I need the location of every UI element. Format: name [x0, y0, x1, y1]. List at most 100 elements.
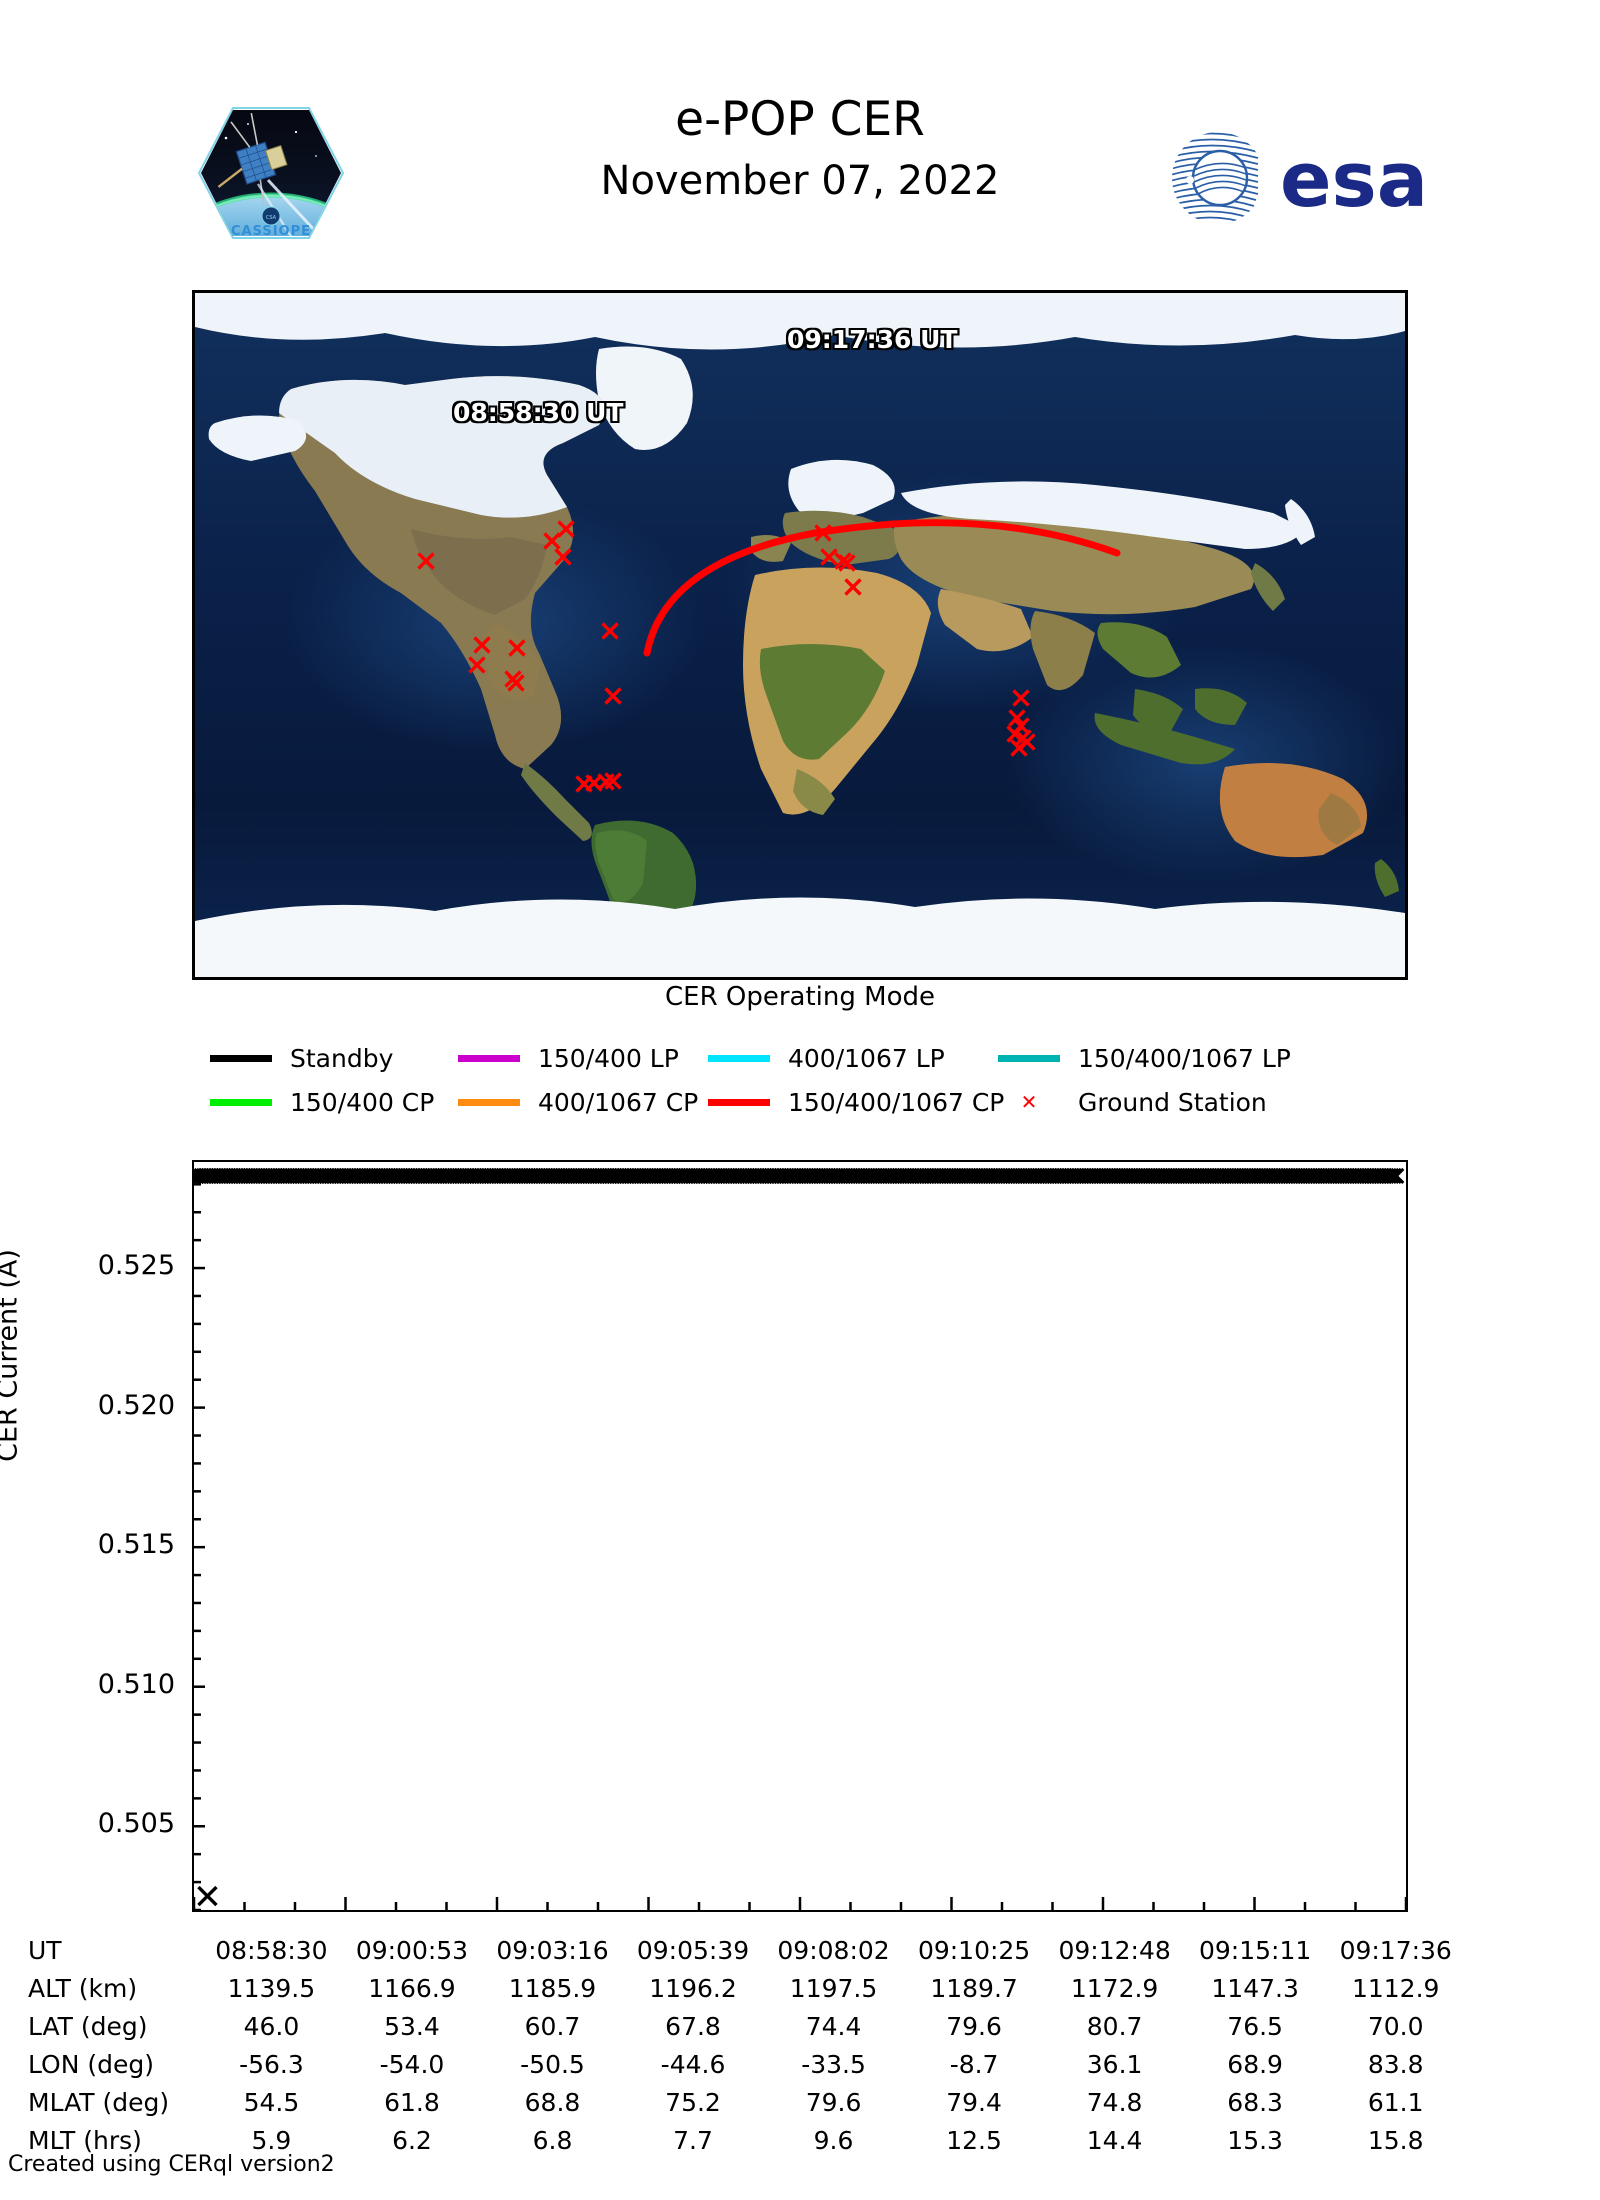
legend-item[interactable]: 150/400/1067 LP	[998, 1044, 1291, 1073]
table-cell: 9.6	[813, 2126, 854, 2155]
table-cell: 08:58:30	[215, 1936, 328, 1965]
legend-color-swatch	[458, 1098, 520, 1106]
legend: Standby 150/400 LP 400/1067 LP 150/400/1067…	[210, 1036, 1410, 1124]
table-cell: 1196.2	[649, 1974, 737, 2003]
table-cell: 70.0	[1367, 2012, 1424, 2041]
legend-item-label: 150/400/1067 LP	[1078, 1043, 1291, 1073]
legend-row: 150/400 CP 400/1067 CP 150/400/1067 CP ✕ Gro…	[210, 1080, 1410, 1124]
table-cell: 36.1	[1086, 2050, 1143, 2079]
y-axis-label: CER Current (A)	[0, 1249, 24, 1462]
table-cell: 09:05:39	[636, 1936, 750, 1965]
table-row-header: MLT (hrs)	[28, 2126, 142, 2155]
table-row-header: ALT (km)	[28, 1974, 138, 2003]
legend-item-label: Ground Station	[1078, 1087, 1267, 1117]
table-cell: 09:15:11	[1199, 1936, 1312, 1965]
table-row: UT 08:58:30 09:00:53 09:03:16 09:05:39 09:08:…	[26, 1932, 1466, 1970]
table-cell: 68.8	[524, 2088, 581, 2117]
table-row: LAT (deg) 46.0 53.4 60.7 67.8 74.4 79.6 80.7 76.…	[26, 2008, 1466, 2046]
legend-color-swatch	[210, 1098, 272, 1106]
map-end-time-label: 09:17:36 UT	[787, 325, 958, 354]
legend-row: Standby 150/400 LP 400/1067 LP 150/400/1067…	[210, 1036, 1410, 1080]
table-cell: 80.7	[1086, 2012, 1143, 2041]
page-title: e-POP CER	[675, 92, 925, 147]
table-row-header: LON (deg)	[28, 2050, 154, 2079]
table-cell: 09:00:53	[355, 1936, 469, 1965]
page-header: CSA CASSIOPE e-POP CER November 07, 2022	[0, 0, 1600, 270]
table-cell: 09:17:36	[1339, 1936, 1452, 1965]
ephemeris-table-body: UT 08:58:30 09:00:53 09:03:16 09:05:39 09:08:…	[26, 1932, 1466, 2160]
table-cell: 61.1	[1367, 2088, 1424, 2117]
legend-item[interactable]: ✕ Ground Station	[998, 1088, 1267, 1117]
plot-svg	[194, 1167, 1406, 1910]
table-cell: 15.8	[1367, 2126, 1424, 2155]
legend-item-label: 150/400 LP	[538, 1043, 679, 1073]
table-cell: 75.2	[665, 2088, 721, 2117]
table-cell: 74.4	[805, 2012, 862, 2041]
data-point-marker	[197, 1885, 218, 1907]
table-cell: 53.4	[384, 2012, 440, 2041]
ephemeris-table: UT 08:58:30 09:00:53 09:03:16 09:05:39 09:08:…	[26, 1932, 1466, 2160]
map-start-time-label: 08:58:30 UT	[453, 398, 624, 427]
legend-title: CER Operating Mode	[664, 982, 935, 1012]
table-row: MLT (hrs) 5.9 6.2 6.8 7.7 9.6 12.5 14.4 15.3 15.8	[26, 2122, 1466, 2160]
legend-item[interactable]: Standby	[210, 1044, 458, 1073]
table-cell: 6.8	[532, 2126, 573, 2155]
y-axis-tick-label: 0.520	[97, 1389, 175, 1421]
cer-current-plot[interactable]	[192, 1160, 1408, 1912]
legend-item-label: Standby	[290, 1043, 394, 1073]
table-cell: 09:10:25	[917, 1936, 1031, 1965]
table-cell: 6.2	[392, 2126, 432, 2155]
legend-item[interactable]: 150/400/1067 CP	[708, 1088, 1004, 1117]
table-cell: 1139.5	[227, 1974, 316, 2003]
data-point-marker	[1383, 1167, 1400, 1185]
legend-item-label: 400/1067 CP	[538, 1087, 699, 1117]
table-row: LON (deg) -56.3 -54.0 -50.5 -44.6 -33.5 -8.7 36…	[26, 2046, 1466, 2084]
y-axis-tick-label: 0.505	[97, 1808, 175, 1840]
table-cell: -56.3	[239, 2050, 304, 2079]
legend-color-swatch	[210, 1054, 272, 1062]
legend-item[interactable]: 150/400 LP	[458, 1044, 708, 1073]
legend-item-label: 150/400/1067 CP	[788, 1087, 1005, 1117]
y-axis-tick-labels: 0.505 0.510 0.515 0.520 0.525	[40, 0, 175, 2200]
legend-item[interactable]: 400/1067 CP	[458, 1088, 708, 1117]
y-axis-tick-label: 0.510	[97, 1668, 175, 1700]
table-cell: 67.8	[665, 2012, 721, 2041]
table-cell: 60.7	[524, 2012, 581, 2041]
table-cell: 15.3	[1227, 2126, 1283, 2155]
table-cell: 1166.9	[368, 1974, 456, 2003]
table-cell: 12.5	[946, 2126, 1002, 2155]
table-cell: 1147.3	[1211, 1974, 1299, 2003]
table-cell: 1185.9	[508, 1974, 597, 2003]
table-row-header: LAT (deg)	[28, 2012, 148, 2041]
legend-item[interactable]: 400/1067 LP	[708, 1044, 998, 1073]
table-cell: -54.0	[379, 2050, 445, 2079]
legend-color-swatch	[708, 1098, 770, 1106]
esa-wordmark: esa	[1280, 135, 1428, 224]
table-cell: -50.5	[520, 2050, 585, 2079]
table-cell: 1112.9	[1351, 1974, 1440, 2003]
table-cell: 79.6	[805, 2088, 862, 2117]
table-cell: 14.4	[1086, 2126, 1143, 2155]
esa-logo: esa	[1168, 128, 1448, 228]
table-cell: 09:12:48	[1058, 1936, 1171, 1965]
table-cell: 76.5	[1227, 2012, 1283, 2041]
legend-color-swatch	[458, 1054, 520, 1062]
legend-color-swatch	[708, 1054, 770, 1062]
cassiope-logo-text: CASSIOPE	[231, 224, 311, 239]
table-cell: 7.7	[673, 2126, 713, 2155]
table-cell: 54.5	[243, 2088, 300, 2117]
legend-item[interactable]: 150/400 CP	[210, 1088, 458, 1117]
table-row-header: UT	[28, 1936, 62, 1965]
table-cell: 61.8	[384, 2088, 440, 2117]
table-cell: 1197.5	[789, 1974, 878, 2003]
legend-item-label: 400/1067 LP	[788, 1043, 945, 1073]
world-map-svg	[195, 293, 1405, 977]
table-cell: 46.0	[243, 2012, 300, 2041]
table-cell: 5.9	[251, 2126, 292, 2155]
table-row-header: MLAT (deg)	[28, 2088, 170, 2117]
table-cell: 1172.9	[1070, 1974, 1159, 2003]
world-map-panel[interactable]: 08:58:30 UT 09:17:36 UT	[192, 290, 1408, 980]
table-cell: 74.8	[1086, 2088, 1143, 2117]
table-row: MLAT (deg) 54.5 61.8 68.8 75.2 79.6 79.4 74.8 68…	[26, 2084, 1466, 2122]
table-cell: 79.4	[946, 2088, 1002, 2117]
